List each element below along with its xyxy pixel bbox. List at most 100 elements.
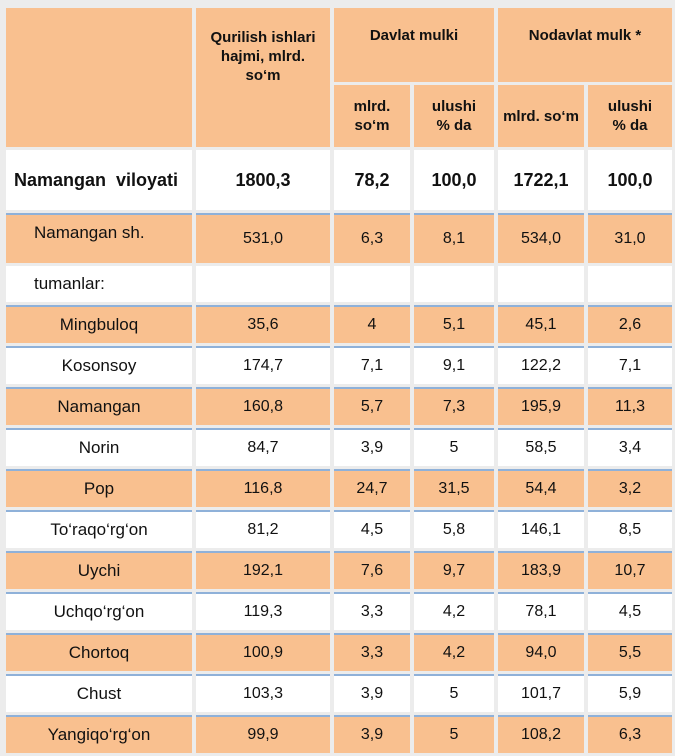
state-sum-cell: 24,7 — [334, 469, 410, 507]
state-share-cell: 7,3 — [414, 387, 494, 425]
header-blank — [6, 8, 192, 147]
district-row: Chust 103,3 3,9 5 101,7 5,9 — [6, 674, 672, 712]
volume-cell: 1800,3 — [196, 150, 330, 210]
header-volume-label: Qurilish ishlari hajmi, mlrd. so‘m — [210, 29, 316, 84]
city-row: Namangan sh. 531,0 6,3 8,1 534,0 31,0 — [6, 213, 672, 263]
nonstate-sum-cell: 45,1 — [498, 305, 584, 343]
nonstate-sum-cell: 195,9 — [498, 387, 584, 425]
state-sum-cell: 7,1 — [334, 346, 410, 384]
row-name: Namangan sh. — [6, 213, 192, 263]
row-name: Uychi — [6, 551, 192, 589]
nonstate-sum-cell: 78,1 — [498, 592, 584, 630]
volume-cell: 116,8 — [196, 469, 330, 507]
nonstate-share-cell: 5,5 — [588, 633, 672, 671]
district-row: Uychi 192,1 7,6 9,7 183,9 10,7 — [6, 551, 672, 589]
district-row: Mingbuloq 35,6 4 5,1 45,1 2,6 — [6, 305, 672, 343]
districts-label: tumanlar: — [6, 266, 192, 302]
row-name: To‘raqo‘rg‘on — [6, 510, 192, 548]
state-sum-cell: 3,9 — [334, 428, 410, 466]
nonstate-share-cell: 3,4 — [588, 428, 672, 466]
nonstate-share-cell: 11,3 — [588, 387, 672, 425]
district-row: Uchqo‘rg‘on 119,3 3,3 4,2 78,1 4,5 — [6, 592, 672, 630]
state-sum-cell: 78,2 — [334, 150, 410, 210]
volume-cell: 35,6 — [196, 305, 330, 343]
volume-cell: 99,9 — [196, 715, 330, 753]
row-name: Namangan — [6, 387, 192, 425]
districts-label-row: tumanlar: — [6, 266, 672, 302]
volume-cell: 103,3 — [196, 674, 330, 712]
empty-cell — [588, 266, 672, 302]
state-share-cell: 5 — [414, 715, 494, 753]
nonstate-share-cell: 10,7 — [588, 551, 672, 589]
nonstate-sum-cell: 1722,1 — [498, 150, 584, 210]
volume-cell: 192,1 — [196, 551, 330, 589]
nonstate-sum-cell: 122,2 — [498, 346, 584, 384]
state-share-cell: 5,8 — [414, 510, 494, 548]
row-name: Chortoq — [6, 633, 192, 671]
volume-cell: 100,9 — [196, 633, 330, 671]
row-name: Pop — [6, 469, 192, 507]
header-volume: Qurilish ishlari hajmi, mlrd. so‘m — [196, 8, 330, 147]
state-share-cell: 4,2 — [414, 633, 494, 671]
state-share-cell: 8,1 — [414, 213, 494, 263]
nonstate-share-cell: 31,0 — [588, 213, 672, 263]
state-sum-cell: 4,5 — [334, 510, 410, 548]
district-row: Norin 84,7 3,9 5 58,5 3,4 — [6, 428, 672, 466]
header-state-share: ulushi % da — [414, 85, 494, 147]
district-row: To‘raqo‘rg‘on 81,2 4,5 5,8 146,1 8,5 — [6, 510, 672, 548]
state-share-cell: 5 — [414, 674, 494, 712]
nonstate-share-cell: 7,1 — [588, 346, 672, 384]
nonstate-share-cell: 5,9 — [588, 674, 672, 712]
state-sum-cell: 6,3 — [334, 213, 410, 263]
nonstate-sum-cell: 94,0 — [498, 633, 584, 671]
empty-cell — [334, 266, 410, 302]
nonstate-share-cell: 2,6 — [588, 305, 672, 343]
volume-cell: 531,0 — [196, 213, 330, 263]
row-name: Chust — [6, 674, 192, 712]
empty-cell — [498, 266, 584, 302]
district-row: Namangan 160,8 5,7 7,3 195,9 11,3 — [6, 387, 672, 425]
volume-cell: 119,3 — [196, 592, 330, 630]
volume-cell: 81,2 — [196, 510, 330, 548]
state-share-cell: 9,7 — [414, 551, 494, 589]
district-row: Chortoq 100,9 3,3 4,2 94,0 5,5 — [6, 633, 672, 671]
state-sum-cell: 3,9 — [334, 674, 410, 712]
row-name: Uchqo‘rg‘on — [6, 592, 192, 630]
volume-cell: 84,7 — [196, 428, 330, 466]
state-share-cell: 9,1 — [414, 346, 494, 384]
nonstate-share-cell: 100,0 — [588, 150, 672, 210]
district-row: Pop 116,8 24,7 31,5 54,4 3,2 — [6, 469, 672, 507]
empty-cell — [414, 266, 494, 302]
state-sum-cell: 3,3 — [334, 592, 410, 630]
row-name: Mingbuloq — [6, 305, 192, 343]
header-state-sum: mlrd. so‘m — [334, 85, 410, 147]
header-state: Davlat mulki — [334, 8, 494, 82]
state-sum-cell: 5,7 — [334, 387, 410, 425]
state-sum-cell: 4 — [334, 305, 410, 343]
state-sum-cell: 3,9 — [334, 715, 410, 753]
state-share-cell: 100,0 — [414, 150, 494, 210]
district-row: Yangiqo‘rg‘on 99,9 3,9 5 108,2 6,3 — [6, 715, 672, 753]
state-sum-cell: 7,6 — [334, 551, 410, 589]
nonstate-sum-cell: 58,5 — [498, 428, 584, 466]
nonstate-sum-cell: 146,1 — [498, 510, 584, 548]
volume-cell: 160,8 — [196, 387, 330, 425]
nonstate-share-cell: 4,5 — [588, 592, 672, 630]
state-share-cell: 5 — [414, 428, 494, 466]
nonstate-sum-cell: 108,2 — [498, 715, 584, 753]
volume-cell: 174,7 — [196, 346, 330, 384]
state-share-cell: 5,1 — [414, 305, 494, 343]
district-row: Kosonsoy 174,7 7,1 9,1 122,2 7,1 — [6, 346, 672, 384]
state-sum-cell: 3,3 — [334, 633, 410, 671]
state-share-cell: 31,5 — [414, 469, 494, 507]
nonstate-sum-cell: 183,9 — [498, 551, 584, 589]
row-name: Kosonsoy — [6, 346, 192, 384]
nonstate-share-cell: 6,3 — [588, 715, 672, 753]
state-share-cell: 4,2 — [414, 592, 494, 630]
empty-cell — [196, 266, 330, 302]
header-nonstate-share: ulushi % da — [588, 85, 672, 147]
header-nonstate-sum: mlrd. so‘m — [498, 85, 584, 147]
nonstate-share-cell: 3,2 — [588, 469, 672, 507]
nonstate-sum-cell: 534,0 — [498, 213, 584, 263]
nonstate-sum-cell: 54,4 — [498, 469, 584, 507]
